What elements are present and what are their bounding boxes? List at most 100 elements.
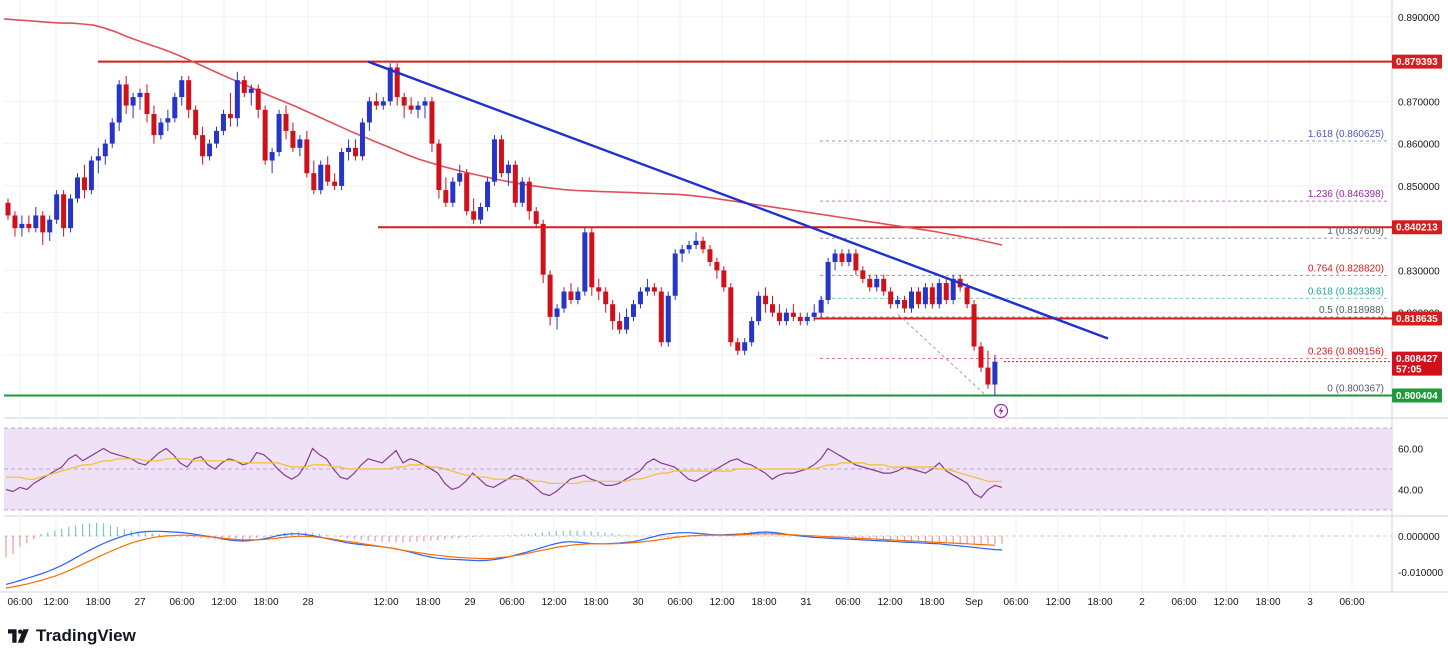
price-tick-label: 0.890000 [1398,13,1440,24]
time-tick-label: 18:00 [1087,597,1112,608]
candle-body [19,223,25,229]
candle-body [637,291,643,305]
candle [262,105,268,165]
candle-body [366,101,372,123]
macd-indicator [4,522,1392,589]
time-tick-label: 12:00 [709,597,734,608]
candle-body [81,177,87,191]
candle-body [902,299,908,309]
rsi-line [5,447,1003,499]
candle-body [693,240,699,246]
candle [346,139,352,161]
candle [818,295,824,317]
candle [637,287,643,309]
fibonacci-levels: 1.618 (0.860625) 1.236 (0.846398) 1 (0.837… [820,129,1388,397]
candle-body [658,291,664,343]
time-tick-label: 30 [632,597,644,608]
candle-body [686,245,692,250]
candle [533,207,539,229]
candle [457,164,463,186]
time-tick-label: 06:00 [7,597,32,608]
candle [519,177,525,207]
candle [922,283,928,309]
candle [756,291,762,326]
rsi-tick-label: 40.00 [1398,485,1423,496]
candle-body [672,253,678,296]
candle [895,295,901,309]
trendline[interactable] [367,60,1109,340]
candle [596,278,602,300]
candle [172,92,178,123]
time-tick-label: 18:00 [1255,597,1280,608]
candle [130,92,136,119]
candle-body [978,346,984,368]
candle-body [144,92,150,115]
candle [283,105,289,140]
candle-body [241,80,247,93]
candle [943,278,949,305]
candle-body [909,291,914,309]
candle-body [721,270,727,288]
candle-body [276,114,282,153]
price-tick-label: 0.830000 [1398,266,1440,277]
candle-body [582,232,588,292]
candle-body [380,101,386,106]
candle-body [429,101,435,144]
candle-body [797,316,803,322]
candle [811,304,817,322]
candle-body [33,215,39,229]
candle-body [943,283,949,300]
candle-body [895,299,901,305]
candle [763,287,769,313]
candle-body [763,295,769,305]
candle [151,105,157,144]
candle-body [116,84,122,123]
candle-body [929,287,935,305]
candle [193,105,199,140]
candle-body [401,97,407,106]
candle [672,249,678,300]
candle [498,135,504,178]
candle-body [471,211,477,220]
candle [158,118,164,140]
candle [512,160,518,207]
candle [881,274,887,296]
candle-body [262,109,268,161]
time-axis[interactable]: 06:00 12:00 18:00 27 06:00 12:00 18:00 28 12:00 1… [7,597,1364,608]
last-price-label: 0.808427 [1396,354,1438,365]
horizontal-levels [4,60,1392,397]
candle-body [728,287,734,343]
candle [227,92,233,127]
candle [860,266,866,284]
candle-body [443,190,449,203]
candle-body [485,181,491,207]
candle-body [756,295,762,322]
time-tick-label: 2 [1139,597,1145,608]
candle-body [596,287,602,292]
candle-body [644,287,650,292]
candle-body [12,215,18,229]
candle [617,312,623,334]
price-tag-bg [1392,388,1442,403]
candle-body [526,181,532,212]
candle [179,75,185,106]
candle-body [61,194,67,229]
candle [325,156,331,186]
candle-body [749,321,755,343]
candle [915,287,921,309]
candle-body [373,101,379,106]
candle [144,84,150,123]
candle-body [325,164,331,182]
fib-swing-line [897,313,987,396]
signal-line [5,533,996,589]
candle-body [783,312,789,322]
candle-body [394,67,400,98]
time-tick-label: 06:00 [169,597,194,608]
candle-body [151,114,157,136]
candle-body [853,253,859,271]
time-tick-label: 12:00 [43,597,68,608]
candle-body [248,88,254,93]
time-tick-label: 06:00 [1339,597,1364,608]
fib-label: 0.5 (0.818988) [1319,305,1384,316]
